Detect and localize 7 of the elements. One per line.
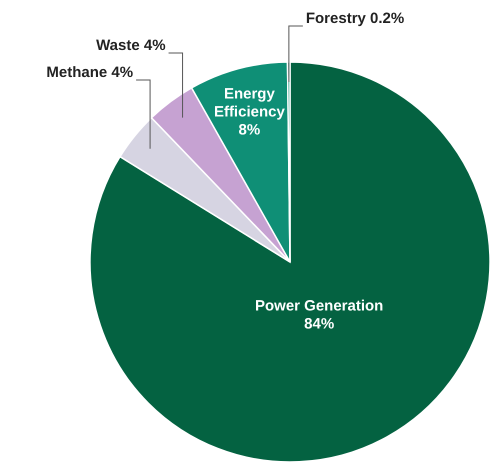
slice-label: Power Generation [254, 296, 384, 314]
slice-label: Energy Efficiency [214, 84, 286, 120]
slice-label: Methane 4% [46, 64, 134, 81]
slice-label: Waste 4% [96, 37, 166, 54]
slice-label: Forestry 0.2% [306, 10, 404, 27]
data-label: 8% [238, 120, 260, 138]
data-label: 84% [304, 314, 334, 332]
